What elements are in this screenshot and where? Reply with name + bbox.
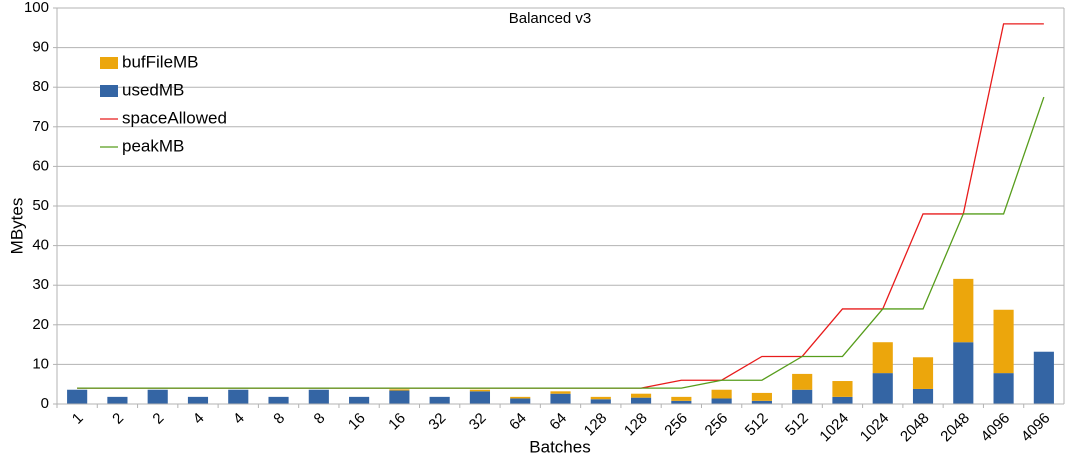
x-tick-label: 32 xyxy=(466,410,490,434)
bar xyxy=(671,400,692,404)
x-tick-label: 8 xyxy=(311,410,329,428)
x-tick-label: 4 xyxy=(190,410,208,428)
x-tick-label: 1024 xyxy=(857,410,893,446)
y-tick-label: 20 xyxy=(32,316,49,333)
x-tick-label: 1 xyxy=(69,410,87,428)
bar xyxy=(872,373,893,404)
bar xyxy=(389,389,410,391)
x-tick-label: 4096 xyxy=(1018,410,1054,446)
x-tick-label: 512 xyxy=(742,410,772,440)
bar xyxy=(187,396,209,404)
y-tick-label: 10 xyxy=(32,355,49,372)
bar xyxy=(711,398,732,404)
bar xyxy=(792,389,813,404)
x-tick-label: 1024 xyxy=(816,410,852,446)
bar xyxy=(429,396,450,404)
x-axis-title: Batches xyxy=(529,437,590,456)
bar xyxy=(469,391,491,404)
bar xyxy=(550,393,571,404)
bar xyxy=(872,342,893,374)
x-tick-label: 16 xyxy=(345,410,369,434)
chart-title: Balanced v3 xyxy=(509,10,592,27)
bar xyxy=(268,396,289,404)
y-tick-label: 30 xyxy=(32,276,49,293)
bar xyxy=(993,373,1014,404)
bar xyxy=(510,398,531,404)
y-tick-label: 50 xyxy=(32,197,49,214)
legend-label: spaceAllowed xyxy=(122,108,227,127)
bar xyxy=(510,396,531,399)
bar xyxy=(751,400,772,404)
legend-swatch xyxy=(100,57,118,69)
bar xyxy=(107,396,128,404)
bar xyxy=(953,278,974,343)
y-tick-label: 0 xyxy=(41,395,49,412)
bar xyxy=(912,388,934,404)
legend-label: bufFileMB xyxy=(122,52,199,71)
bar xyxy=(550,391,571,394)
legend-label: peakMB xyxy=(122,136,184,155)
bar xyxy=(912,357,934,389)
y-tick-label: 100 xyxy=(24,0,49,16)
x-tick-label: 128 xyxy=(581,410,611,440)
x-tick-label: 4096 xyxy=(978,410,1014,446)
bar xyxy=(1033,351,1054,404)
bar xyxy=(671,396,692,401)
bar xyxy=(630,397,652,404)
bar xyxy=(228,389,249,404)
y-axis-title: MBytes xyxy=(7,198,26,255)
bar xyxy=(389,390,410,404)
bar xyxy=(349,396,370,404)
bar xyxy=(469,389,491,392)
bar xyxy=(590,399,611,404)
bar xyxy=(832,396,853,404)
bar xyxy=(67,389,88,404)
x-tick-label: 64 xyxy=(546,410,570,434)
bar xyxy=(147,389,168,404)
y-tick-label: 70 xyxy=(32,118,49,135)
x-tick-label: 64 xyxy=(506,410,530,434)
bar xyxy=(751,392,772,401)
bar xyxy=(792,373,813,390)
x-tick-label: 2048 xyxy=(897,410,933,446)
legend-swatch xyxy=(100,85,118,97)
y-tick-label: 90 xyxy=(32,39,49,56)
bar xyxy=(953,342,974,404)
x-tick-label: 2 xyxy=(109,410,127,428)
bar xyxy=(832,381,853,397)
line xyxy=(77,96,1045,389)
x-tick-label: 8 xyxy=(270,410,288,428)
x-tick-label: 512 xyxy=(782,410,812,440)
bar xyxy=(711,389,732,399)
bar xyxy=(993,309,1014,374)
bar xyxy=(630,393,652,398)
bar xyxy=(590,396,611,400)
x-tick-label: 4 xyxy=(230,410,248,428)
x-tick-label: 16 xyxy=(385,410,409,434)
x-tick-label: 128 xyxy=(621,410,651,440)
x-tick-label: 2 xyxy=(149,410,167,428)
legend-label: usedMB xyxy=(122,80,184,99)
x-tick-label: 256 xyxy=(702,410,732,440)
y-tick-label: 80 xyxy=(32,78,49,95)
y-tick-label: 40 xyxy=(32,237,49,254)
x-tick-label: 32 xyxy=(425,410,449,434)
y-tick-label: 60 xyxy=(32,157,49,174)
x-tick-label: 256 xyxy=(661,410,691,440)
bar xyxy=(308,389,329,404)
x-tick-label: 2048 xyxy=(937,410,973,446)
